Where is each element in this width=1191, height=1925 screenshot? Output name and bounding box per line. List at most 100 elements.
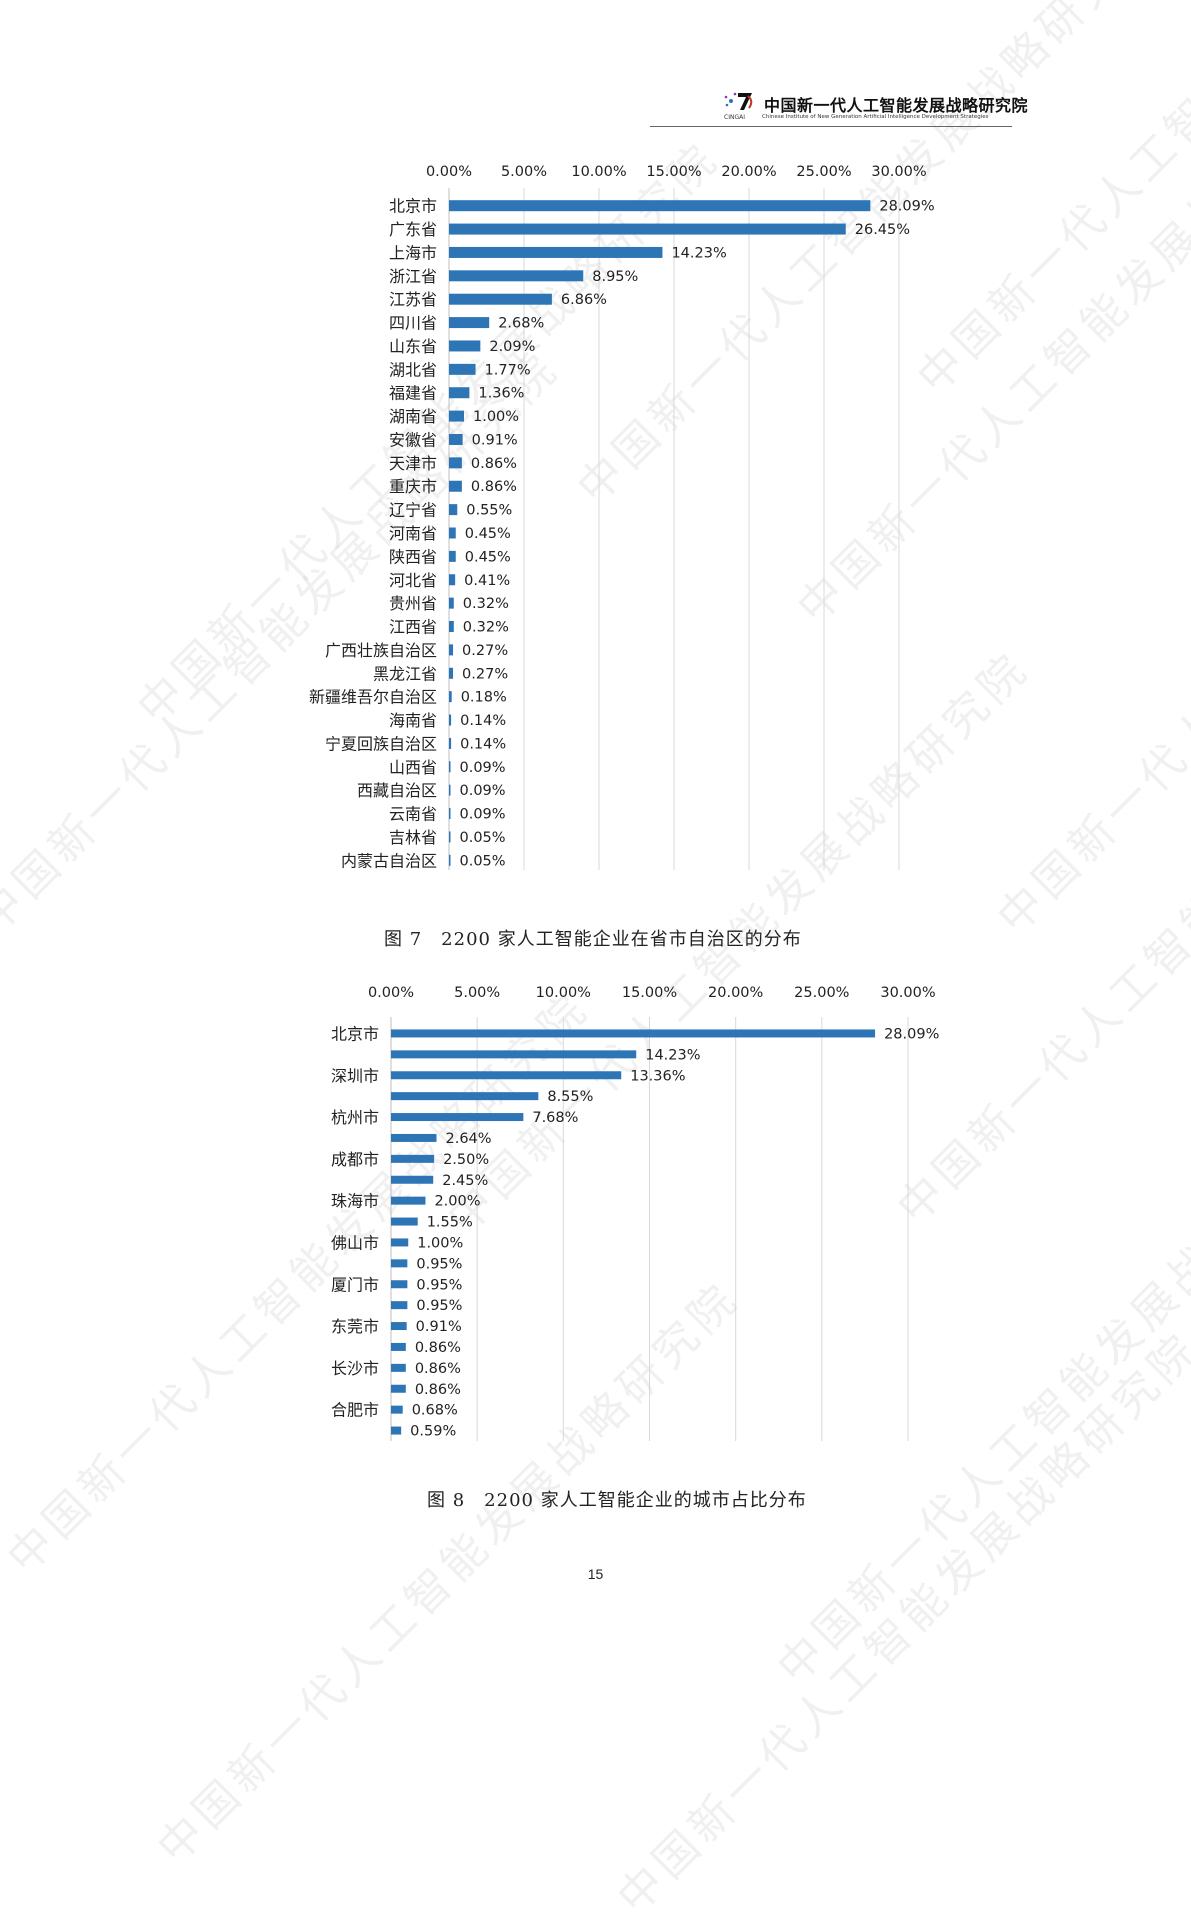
province-data-label: 0.27% (462, 643, 508, 659)
page-number: 15 (587, 1566, 604, 1582)
city-data-label: 2.00% (434, 1194, 480, 1210)
province-bar (449, 317, 490, 329)
city-data-label: 1.55% (427, 1215, 473, 1231)
province-bar (449, 527, 456, 539)
city-data-label: 0.95% (416, 1298, 462, 1314)
province-data-label: 1.77% (485, 362, 531, 378)
city-data-label: 1.00% (417, 1235, 463, 1251)
city-data-label: 0.86% (415, 1361, 461, 1377)
city-category-label: 厦门市 (331, 1275, 379, 1294)
province-data-label: 0.45% (465, 526, 511, 542)
province-category-label: 广西壮族自治区 (325, 641, 437, 660)
province-x-tick-label: 5.00% (501, 164, 547, 180)
province-data-label: 0.41% (464, 573, 510, 589)
province-data-label: 6.86% (561, 292, 607, 308)
province-x-tick-label: 25.00% (796, 164, 851, 180)
city-data-label: 28.09% (884, 1026, 939, 1042)
province-bar (449, 784, 451, 796)
figure-8-caption: 图 8 2200 家人工智能企业的城市占比分布 (427, 1490, 807, 1511)
province-x-tick-label: 15.00% (646, 164, 701, 180)
province-data-label: 0.14% (460, 736, 506, 752)
province-category-label: 河南省 (389, 524, 437, 543)
province-bar (449, 387, 470, 399)
city-data-label: 0.68% (412, 1403, 458, 1419)
city-x-tick-label: 30.00% (880, 985, 935, 1001)
city-data-label: 0.59% (410, 1424, 456, 1440)
city-data-label: 0.91% (416, 1319, 462, 1335)
province-category-label: 山东省 (389, 337, 437, 356)
city-category-label: 佛山市 (331, 1233, 379, 1252)
city-bar (391, 1196, 426, 1205)
province-bar (449, 691, 452, 703)
province-category-label: 新疆维吾尔自治区 (309, 688, 437, 707)
city-data-label: 0.95% (416, 1277, 462, 1293)
city-distribution-chart: 0.00% 5.00% 10.00% 15.00% 20.00% 25.00% 30.00%… (331, 985, 939, 1441)
city-bar (391, 1238, 409, 1247)
province-bar (449, 667, 454, 679)
city-bar (391, 1301, 408, 1310)
city-bar (391, 1426, 402, 1435)
province-data-label: 0.32% (463, 596, 509, 612)
province-data-label: 28.09% (879, 199, 934, 215)
city-bar (391, 1384, 406, 1393)
province-bar (449, 340, 481, 352)
province-category-label: 天津市 (389, 454, 437, 473)
province-category-label: 湖北省 (389, 360, 437, 379)
city-bar (391, 1342, 406, 1351)
province-bar (449, 621, 454, 633)
province-data-label: 26.45% (855, 222, 910, 238)
province-category-label: 黑龙江省 (373, 664, 437, 683)
province-bar (449, 550, 456, 562)
province-category-label: 福建省 (389, 384, 437, 403)
city-bar (391, 1405, 403, 1414)
city-bar (391, 1029, 876, 1038)
page-header: 中国新一代人工智能发展战略研究院 CINGAI Chinese Institut… (650, 84, 1028, 128)
province-category-label: 安徽省 (389, 430, 437, 449)
city-data-label: 0.95% (416, 1256, 462, 1272)
province-category-label: 浙江省 (389, 267, 437, 286)
city-bar (391, 1259, 408, 1268)
province-x-tick-label: 30.00% (871, 164, 926, 180)
province-data-label: 14.23% (671, 245, 726, 261)
province-data-label: 0.32% (463, 620, 509, 636)
province-category-label: 云南省 (389, 805, 437, 824)
province-data-label: 0.14% (460, 713, 506, 729)
province-category-label: 内蒙古自治区 (341, 851, 437, 870)
city-category-label: 珠海市 (331, 1192, 379, 1211)
city-x-tick-label: 25.00% (794, 985, 849, 1001)
city-x-tick-label: 20.00% (708, 985, 763, 1001)
city-category-label: 深圳市 (331, 1066, 379, 1085)
city-bar (391, 1133, 437, 1142)
city-bar (391, 1071, 622, 1080)
city-bar (391, 1322, 407, 1331)
province-category-label: 江苏省 (389, 290, 437, 309)
header-divider (650, 126, 1012, 127)
province-category-label: 宁夏回族自治区 (325, 734, 437, 753)
province-data-label: 0.09% (460, 783, 506, 799)
city-category-label: 合肥市 (331, 1401, 379, 1420)
province-category-label: 上海市 (389, 243, 437, 262)
province-bar (449, 200, 871, 212)
province-data-label: 2.09% (489, 339, 535, 355)
province-data-label: 0.05% (460, 830, 506, 846)
province-distribution-chart: 0.00% 5.00% 10.00% 15.00% 20.00% 25.00% 30.00%… (309, 164, 935, 870)
province-category-label: 河北省 (389, 571, 437, 590)
province-data-label: 8.95% (592, 269, 638, 285)
province-category-label: 四川省 (389, 314, 437, 333)
province-bar (449, 246, 663, 258)
province-category-label: 海南省 (389, 711, 437, 730)
province-category-label: 吉林省 (389, 828, 437, 847)
province-bar (449, 808, 451, 820)
province-x-tick-label: 0.00% (426, 164, 472, 180)
province-data-label: 1.00% (473, 409, 519, 425)
province-data-label: 0.09% (460, 807, 506, 823)
city-data-label: 0.86% (415, 1340, 461, 1356)
province-x-tick-label: 20.00% (721, 164, 776, 180)
city-data-label: 14.23% (645, 1047, 700, 1063)
province-bar (449, 597, 454, 609)
province-bar (449, 761, 451, 773)
province-category-label: 贵州省 (389, 594, 437, 613)
city-category-label: 长沙市 (331, 1359, 379, 1378)
city-bar (391, 1113, 524, 1122)
province-bar (449, 293, 552, 305)
